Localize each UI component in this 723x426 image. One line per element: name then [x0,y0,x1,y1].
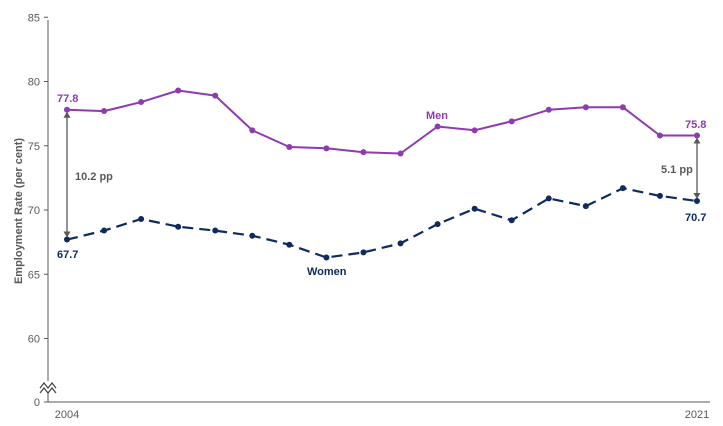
series-line-women [66,187,698,259]
data-point-women [508,217,515,224]
gap-end-label: 5.1 pp [661,164,693,176]
data-point-men [434,123,441,130]
data-point-men [694,132,700,139]
data-point-women [249,232,256,239]
y-tick-label: 70 [28,205,40,217]
data-point-men [471,127,478,134]
series-layer [64,87,700,261]
data-point-men [397,150,404,157]
series-women [64,185,700,261]
data-point-men [656,132,663,139]
gap-arrows [63,111,701,238]
data-point-men [175,87,182,94]
data-point-men [360,149,367,156]
y-tick-label: 65 [28,269,40,281]
data-point-men [323,145,330,152]
y-axis-title: Employment Rate (per cent) [13,138,25,284]
data-point-men [249,127,256,134]
y-tick-label: 0 [34,397,40,409]
data-point-women [434,221,441,228]
men-series-label: Men [426,110,448,122]
data-point-women [619,185,626,192]
data-point-men [619,104,626,111]
gap-start-arrow [63,111,71,238]
data-point-women [64,236,70,243]
data-point-men [582,104,589,111]
data-point-men [508,118,515,125]
annotation-labels: 77.8 67.7 10.2 pp 75.8 70.7 5.1 pp Men W… [57,93,706,278]
gap-end-arrow [693,137,701,200]
men-start-label: 77.8 [57,93,78,105]
series-men [64,87,700,157]
data-point-women [212,227,219,234]
data-point-men [545,106,552,113]
x-tick-label: 2021 [685,409,709,421]
y-tick-label: 85 [28,12,40,24]
data-point-women [286,241,293,248]
women-start-label: 67.7 [57,249,78,261]
data-point-women [656,192,663,199]
series-line-men [66,89,697,155]
women-series-label: Women [307,266,347,278]
data-point-women [175,223,182,230]
y-tick-label: 80 [28,77,40,89]
data-point-women [397,240,404,247]
y-tick-label: 60 [28,334,40,346]
data-point-women [582,203,589,210]
data-point-men [286,144,293,151]
y-axis: 0 60 65 70 75 80 85 [28,12,57,409]
men-end-label: 75.8 [685,119,706,131]
data-point-women [694,198,700,205]
data-point-women [323,254,330,261]
data-point-men [101,108,108,115]
data-point-women [138,215,145,222]
y-tick-label: 75 [28,141,40,153]
data-point-women [545,195,552,202]
women-end-label: 70.7 [685,212,706,224]
gap-start-label: 10.2 pp [75,171,113,183]
x-axis: 2004 2021 [48,401,710,421]
data-point-women [101,227,108,234]
data-point-women [471,205,478,212]
data-point-men [138,99,145,106]
axis-break-icon [39,381,57,394]
data-point-women [360,249,367,256]
data-point-men [212,92,219,99]
data-point-men [64,106,70,113]
x-tick-label: 2004 [55,409,79,421]
